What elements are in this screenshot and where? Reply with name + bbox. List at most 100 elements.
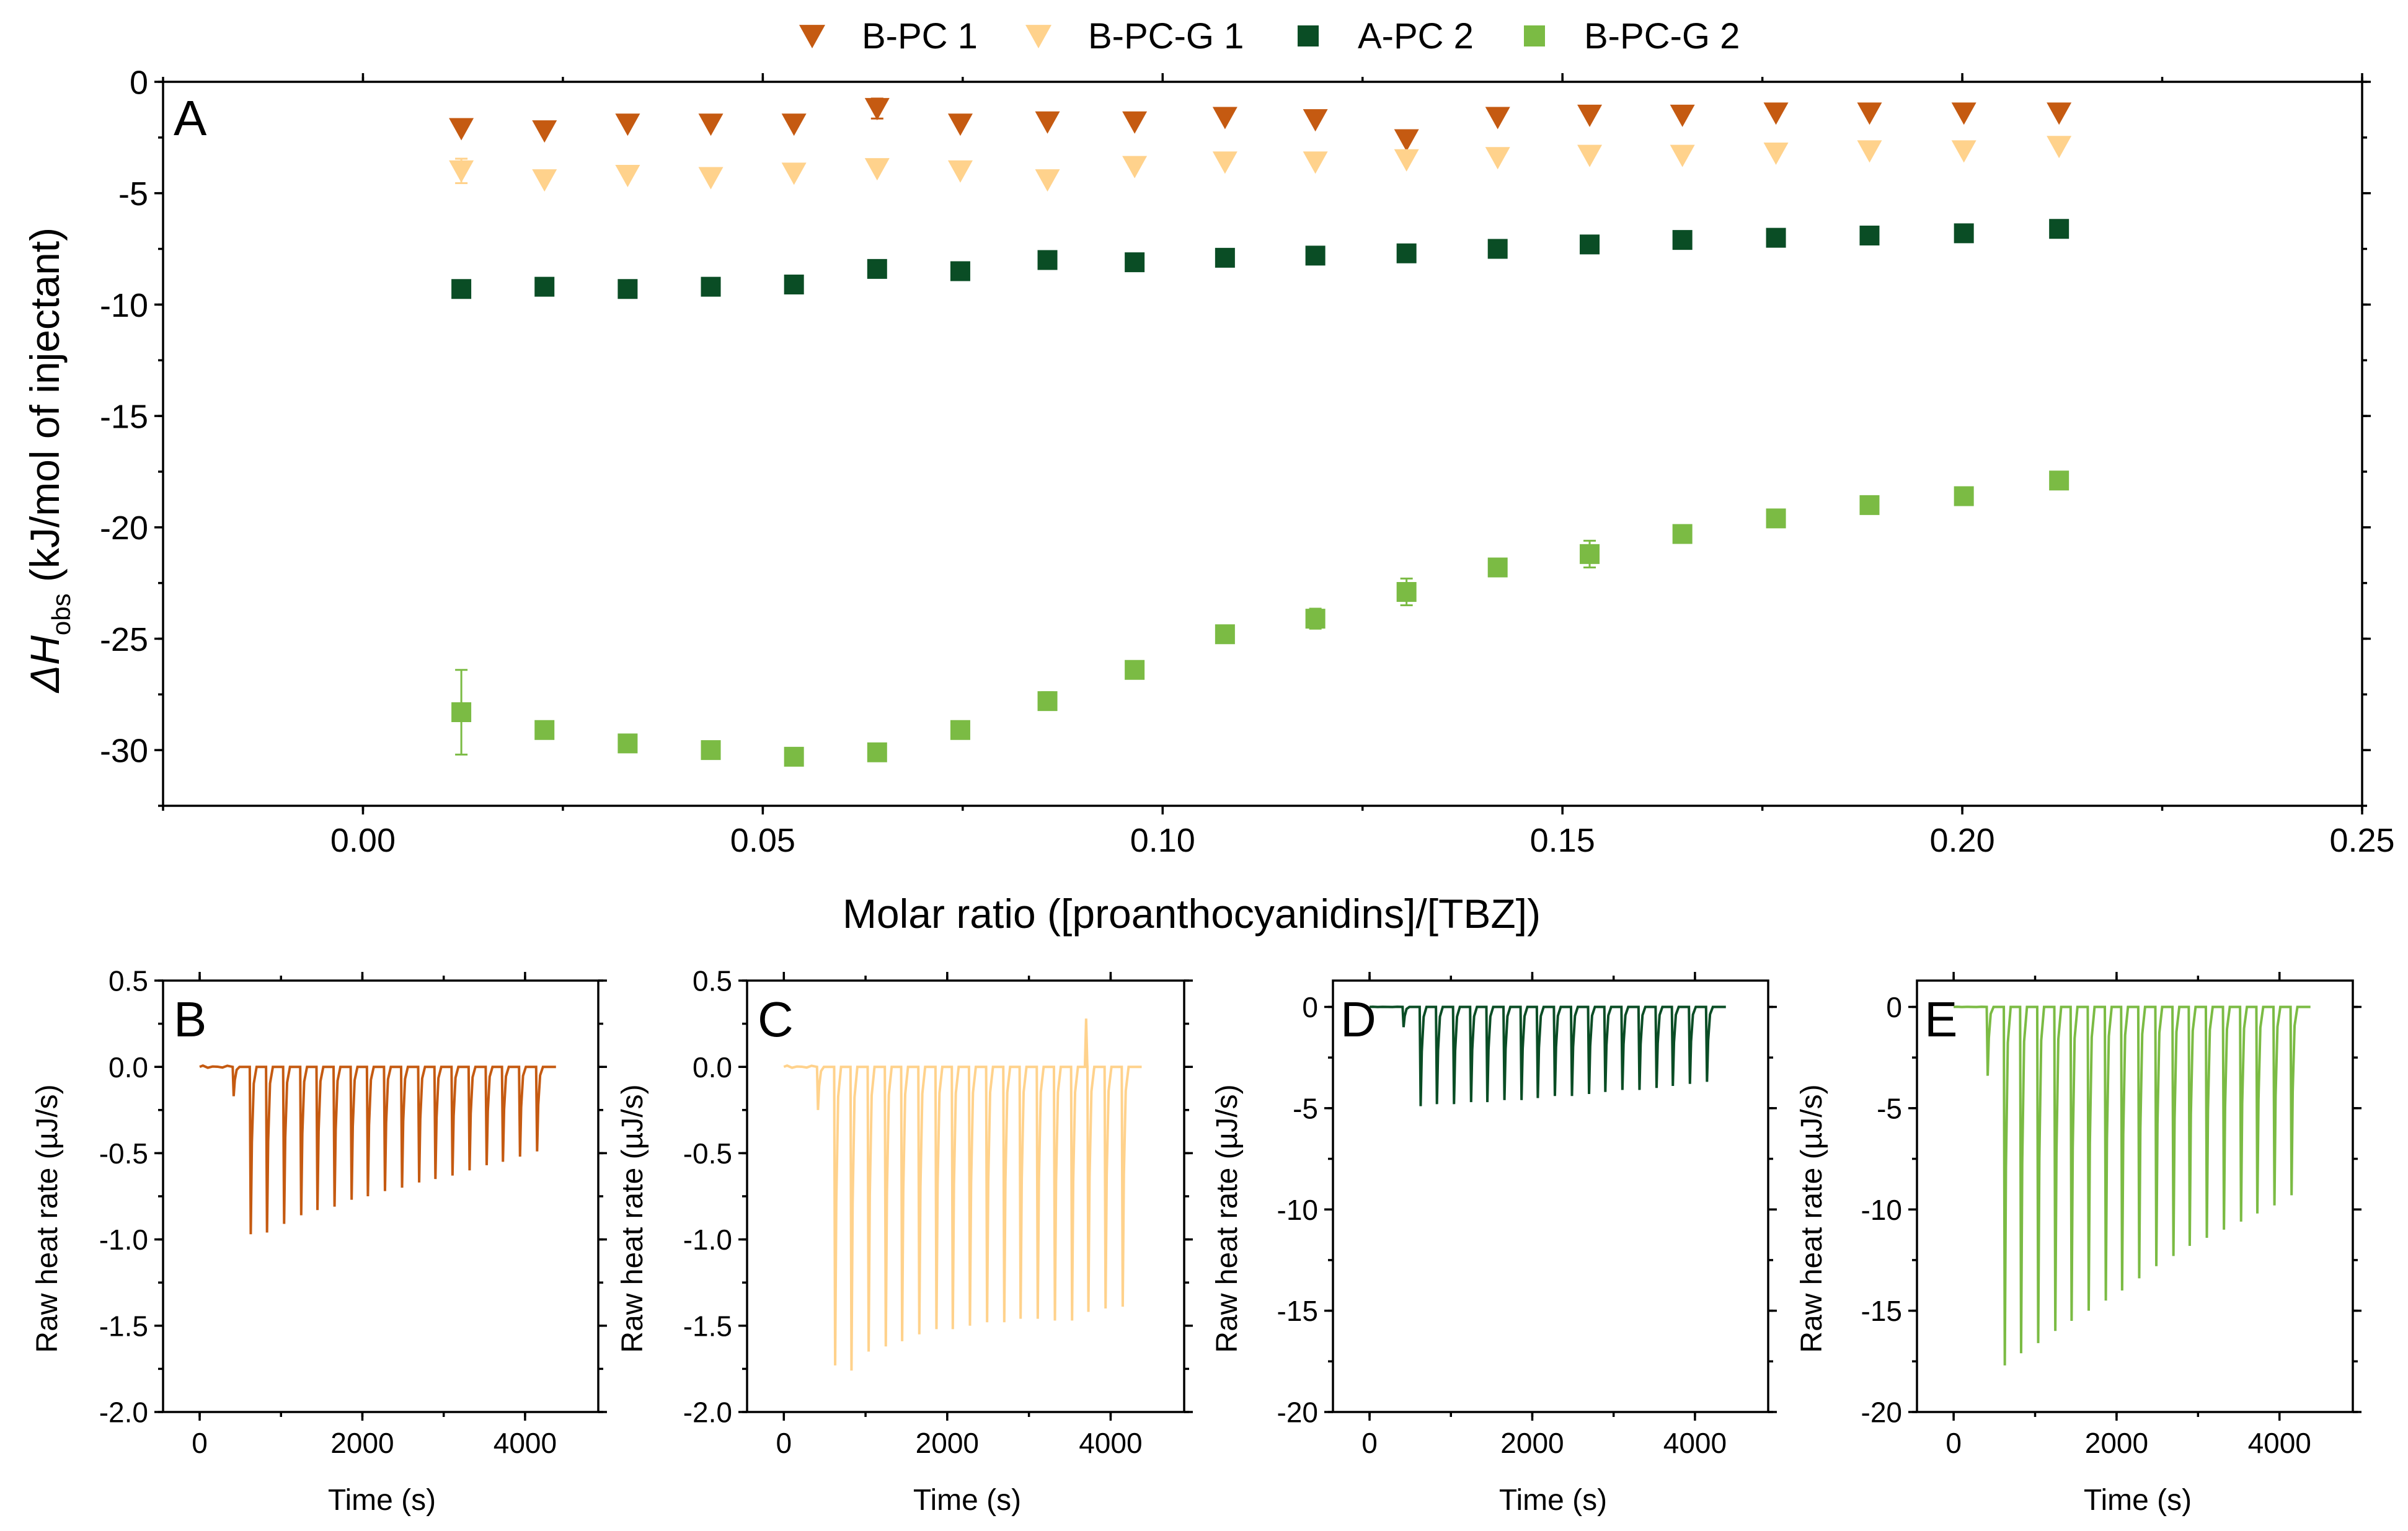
data-point-b-pc-g-2 (1580, 544, 1600, 564)
data-point-a-pc-2 (1580, 234, 1600, 255)
data-point-b-pc-1 (1857, 102, 1882, 125)
data-point-b-pc-g-1 (532, 169, 557, 192)
panel-a-x-axis-title: Molar ratio ([proanthocyanidins]/[TBZ]) (843, 891, 1541, 937)
data-point-b-pc-g-1 (1212, 151, 1237, 174)
legend-item-a-pc-2: A-PC 2 (1298, 16, 1474, 56)
data-point-b-pc-g-2 (534, 720, 555, 740)
panel-e-y-tick-label: 0 (1886, 991, 1902, 1023)
panel-b-y-tick-label: -1.0 (99, 1224, 148, 1256)
panel-b-y-tick-label: 0.5 (108, 965, 148, 997)
panel-c-axes: 0 2000 4000 0.5 0.0 -0.5 -1.0 -1.5 -2.0 (683, 965, 1193, 1459)
legend-label-b-pc-g-1: B-PC-G 1 (1088, 16, 1244, 56)
panel-c-x-tick-label: 2000 (916, 1427, 979, 1459)
panel-e-y-tick-label: -15 (1861, 1295, 1902, 1327)
panel-e-x-tick-label: 2000 (2085, 1427, 2148, 1459)
panel-label-e: E (1924, 992, 1957, 1047)
panel-a-axes: 0.00 0.05 0.10 0.15 0.20 0.25 0 -5 -10 -15 -20 -25 -… (100, 64, 2395, 859)
panel-a-y-tick-label: -20 (100, 510, 148, 547)
data-point-b-pc-g-1 (1577, 144, 1603, 167)
panel-c-y-tick-label: -1.0 (683, 1224, 732, 1256)
panel-b-y-axis-title: Raw heat rate (µJ/s) (31, 1084, 64, 1352)
panel-d-y-axis-title: Raw heat rate (µJ/s) (1211, 1084, 1244, 1352)
data-point-a-pc-2 (1954, 223, 1974, 244)
data-point-a-pc-2 (2049, 219, 2069, 239)
panel-b: B 0 2000 4000 0.5 0.0 -0.5 -1.0 -1.5 -2.0 Time (… (31, 965, 607, 1517)
panel-a-y-tick-label: -30 (100, 733, 148, 770)
panel-c-y-tick-label: 0.0 (693, 1051, 732, 1083)
panel-c-y-axis-title: Raw heat rate (µJ/s) (616, 1084, 649, 1352)
panel-c-x-tick-label: 0 (776, 1427, 792, 1459)
panel-e-x-tick-label: 0 (1945, 1427, 1962, 1459)
panel-a-y-tick-label: 0 (130, 64, 148, 101)
panel-e: E 0 2000 4000 0 -5 -10 -15 -20 Time (s) Raw hea… (1795, 972, 2362, 1517)
data-point-b-pc-1 (1212, 107, 1237, 130)
panel-a-plot-frame (162, 81, 2363, 807)
panel-e-axes: 0 2000 4000 0 -5 -10 -15 -20 (1861, 972, 2362, 1459)
panel-d-y-tick-label: -15 (1277, 1295, 1318, 1327)
panel-d-x-axis-title: Time (s) (1499, 1484, 1607, 1517)
panel-d-x-tick-label: 2000 (1500, 1427, 1564, 1459)
data-point-b-pc-1 (615, 113, 640, 136)
data-point-a-pc-2 (1672, 230, 1693, 250)
data-point-b-pc-g-2 (784, 746, 804, 767)
data-point-b-pc-1 (1485, 107, 1510, 130)
panel-a-y-tick-label: -10 (100, 287, 148, 324)
panel-d-axes: 0 2000 4000 0 -5 -10 -15 -20 (1277, 972, 1777, 1459)
data-point-b-pc-g-2 (1672, 524, 1693, 544)
panel-c-y-tick-label: -1.5 (683, 1310, 732, 1342)
panel-label-d: D (1340, 992, 1376, 1047)
data-point-b-pc-1 (532, 120, 557, 143)
y-axis-title-symbol: ΔH (22, 635, 68, 694)
data-point-a-pc-2 (617, 279, 638, 299)
panel-d-y-tick-label: -10 (1277, 1194, 1318, 1226)
data-point-b-pc-g-1 (947, 160, 973, 183)
data-point-b-pc-g-2 (2049, 470, 2069, 491)
data-point-b-pc-1 (864, 98, 890, 121)
data-point-a-pc-2 (1305, 245, 1326, 266)
data-point-b-pc-g-1 (615, 164, 640, 187)
panel-b-x-axis-title: Time (s) (328, 1484, 436, 1517)
data-point-b-pc-g-1 (864, 158, 890, 181)
data-point-a-pc-2 (1766, 227, 1786, 248)
data-point-b-pc-g-1 (1394, 149, 1419, 172)
panel-a-x-tick-label: 0.25 (2329, 822, 2394, 859)
panel-b-x-tick-label: 2000 (330, 1427, 394, 1459)
panel-a: A 0.00 0.05 0.10 0.15 0.20 0.25 0 -5 -10 -15 -20 -2… (22, 64, 2395, 937)
legend-item-b-pc-g-2: B-PC-G 2 (1524, 16, 1740, 56)
panel-e-y-tick-label: -5 (1877, 1092, 1902, 1124)
data-point-b-pc-1 (2047, 102, 2072, 125)
data-point-a-pc-2 (1487, 239, 1508, 259)
data-point-b-pc-g-1 (1951, 140, 1976, 163)
panel-b-y-tick-label: 0.0 (108, 1051, 148, 1083)
data-point-a-pc-2 (451, 279, 472, 299)
panel-b-y-tick-label: -1.5 (99, 1310, 148, 1342)
data-point-b-pc-g-2 (1305, 609, 1326, 629)
panel-d-x-tick-label: 0 (1361, 1427, 1378, 1459)
data-point-a-pc-2 (784, 275, 804, 295)
panel-c: C 0 2000 4000 0.5 0.0 -0.5 -1.0 -1.5 -2.0 Time (… (616, 965, 1193, 1517)
panel-e-thermogram-trace (1954, 1005, 2311, 1366)
data-point-b-pc-g-1 (1122, 156, 1148, 179)
panel-b-y-tick-label: -2.0 (99, 1396, 148, 1429)
panel-b-x-tick-label: 0 (192, 1427, 208, 1459)
panel-c-x-tick-label: 4000 (1079, 1427, 1142, 1459)
data-point-b-pc-1 (1303, 109, 1328, 132)
data-point-b-pc-g-2 (1487, 557, 1508, 578)
legend-item-b-pc-g-1: B-PC-G 1 (1025, 16, 1244, 56)
data-point-b-pc-g-2 (1954, 486, 1974, 506)
panel-e-y-tick-label: -20 (1861, 1396, 1902, 1429)
panel-d: D 0 2000 4000 0 -5 -10 -15 -20 Time (s) Raw hea… (1211, 972, 1777, 1517)
data-point-b-pc-g-1 (1670, 144, 1695, 167)
data-point-b-pc-g-2 (1125, 660, 1145, 680)
data-point-b-pc-1 (781, 113, 807, 136)
y-axis-title-subscript: obs (46, 593, 76, 635)
data-point-b-pc-g-2 (867, 742, 887, 762)
panel-c-thermogram-trace (783, 1018, 1142, 1371)
data-point-b-pc-1 (1577, 104, 1603, 127)
panel-b-axes: 0 2000 4000 0.5 0.0 -0.5 -1.0 -1.5 -2.0 (99, 965, 607, 1459)
panel-d-y-tick-label: -5 (1293, 1092, 1318, 1124)
data-point-b-pc-1 (1122, 111, 1148, 134)
data-point-b-pc-1 (449, 118, 474, 141)
data-point-a-pc-2 (1037, 250, 1058, 270)
data-point-a-pc-2 (1125, 252, 1145, 273)
